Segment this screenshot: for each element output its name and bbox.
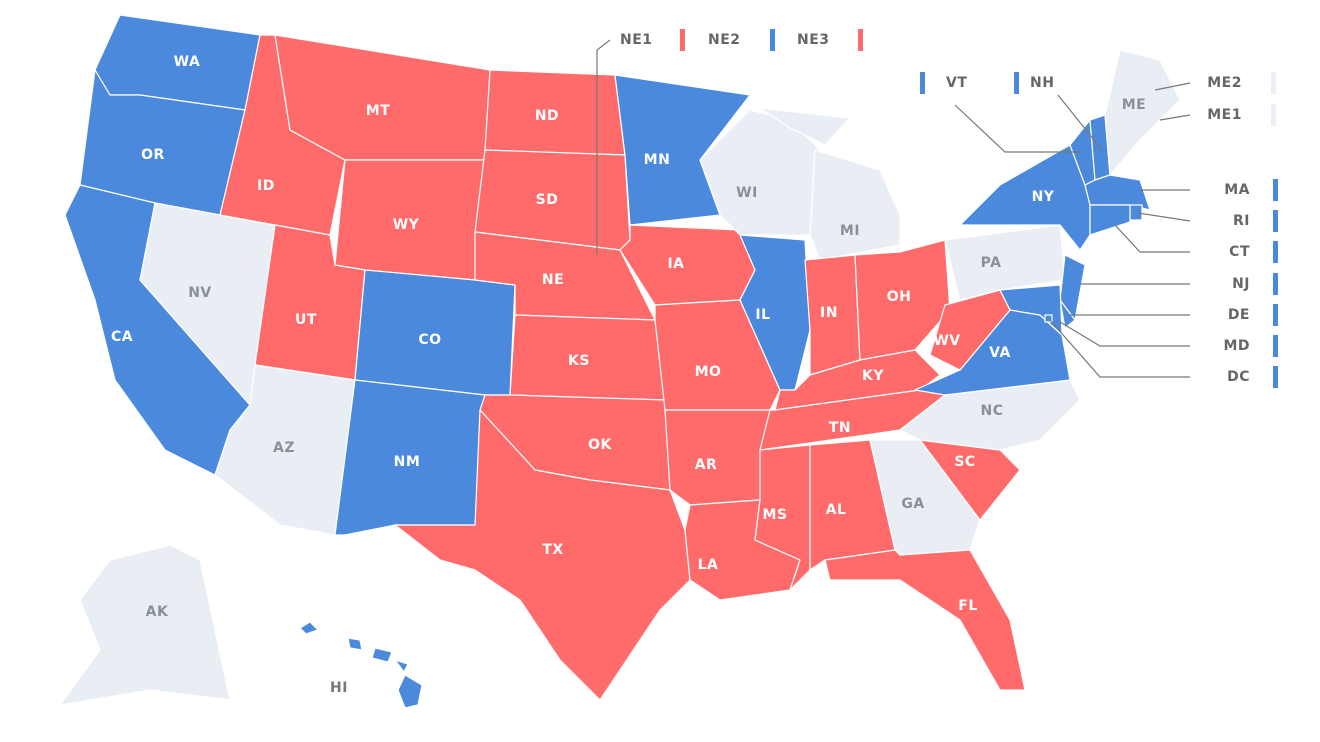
state-label: TN [829,420,851,436]
color-bar [920,72,925,94]
leader-line [1114,224,1190,253]
color-bar [1273,179,1278,201]
color-bar [1273,335,1278,357]
state [999,284,1063,336]
state-label: OK [588,437,612,453]
state [759,107,901,261]
leader-line [954,104,1082,153]
state-label: AL [826,502,847,518]
state-label: UT [295,312,317,328]
state-label: AZ [273,440,295,456]
color-bar [1273,273,1278,295]
state-label: AR [695,457,718,473]
state-label: NM [394,454,421,470]
leader-line [1057,94,1103,151]
state-label: OR [141,147,165,163]
leader-line [1159,114,1191,121]
state-label: NV [188,285,212,301]
state-label: CO [418,332,441,348]
color-bar [1273,304,1278,326]
state [1104,49,1181,176]
state-label: KS [568,353,590,369]
state [899,379,1081,451]
state-label: MO [695,364,722,380]
color-bar [770,29,775,51]
state-label: SD [536,192,559,208]
callout-label: MD [1223,338,1250,354]
state [1089,204,1131,236]
state-label: IA [667,256,684,272]
callout-label: NH [1030,75,1054,91]
leader-line [1137,212,1191,222]
state-shapes [59,14,1181,709]
state-label: SC [954,454,975,470]
color-bar [1273,366,1278,388]
state-label: HI [330,680,348,696]
callout-label: DC [1227,369,1250,385]
state [824,549,1026,691]
state-label: FL [958,598,977,614]
color-bar [1273,241,1278,263]
state-label: ID [257,178,275,194]
state-label: IL [755,307,770,323]
leader-line [596,39,611,255]
state-label: MN [644,152,671,168]
state-label: GA [901,496,924,512]
callout-label: VT [946,75,967,91]
district-label: NE1 [620,32,653,48]
callout-label: CT [1229,244,1250,260]
state [1059,299,1076,329]
state-label: WI [736,185,758,201]
state-label: CA [111,329,133,345]
leader-line [1154,82,1191,91]
callout-label: NJ [1232,276,1250,292]
color-bar [1273,210,1278,232]
state-label: MI [840,223,860,239]
state [1129,204,1143,221]
callout-label: MA [1224,182,1250,198]
state [299,621,423,709]
color-bar [1271,104,1276,126]
state-label: WV [933,333,960,349]
state [394,409,691,701]
state-label: OH [887,289,912,305]
state-label: WY [393,217,420,233]
color-bar [1271,72,1276,94]
callout-label: RI [1233,213,1250,229]
district-label: NE2 [708,32,741,48]
state-label: VA [989,345,1011,361]
state-label: MT [366,103,390,119]
state-label: KY [862,368,884,384]
state-label: MS [762,507,787,523]
state [664,409,771,506]
state-label: LA [698,557,719,573]
leader-line [1059,321,1190,347]
color-bar [680,29,685,51]
leader-lines [596,39,1191,378]
state [944,224,1066,301]
state-label: NY [1032,189,1055,205]
state-label: WA [174,54,201,70]
state-label: PA [981,255,1002,271]
district-label: ME1 [1207,107,1242,123]
state-label: IN [820,305,838,321]
state-label: NC [981,403,1004,419]
callout-label: DE [1228,307,1250,323]
color-bar [858,29,863,51]
state-label: ME [1122,97,1147,113]
state-label: ND [535,108,559,124]
leader-line [1049,319,1190,378]
color-bar [1014,72,1019,94]
district-label: ME2 [1207,75,1242,91]
state-label: TX [542,542,563,558]
state [59,544,231,706]
labels: WA OR CA NV ID MT WY UT CO AZ NM ND SD NE KS OK TX MN IA MO… [111,29,1278,696]
state-label: NE [542,272,564,288]
state-label: AK [146,604,169,620]
district-label: NE3 [797,32,830,48]
